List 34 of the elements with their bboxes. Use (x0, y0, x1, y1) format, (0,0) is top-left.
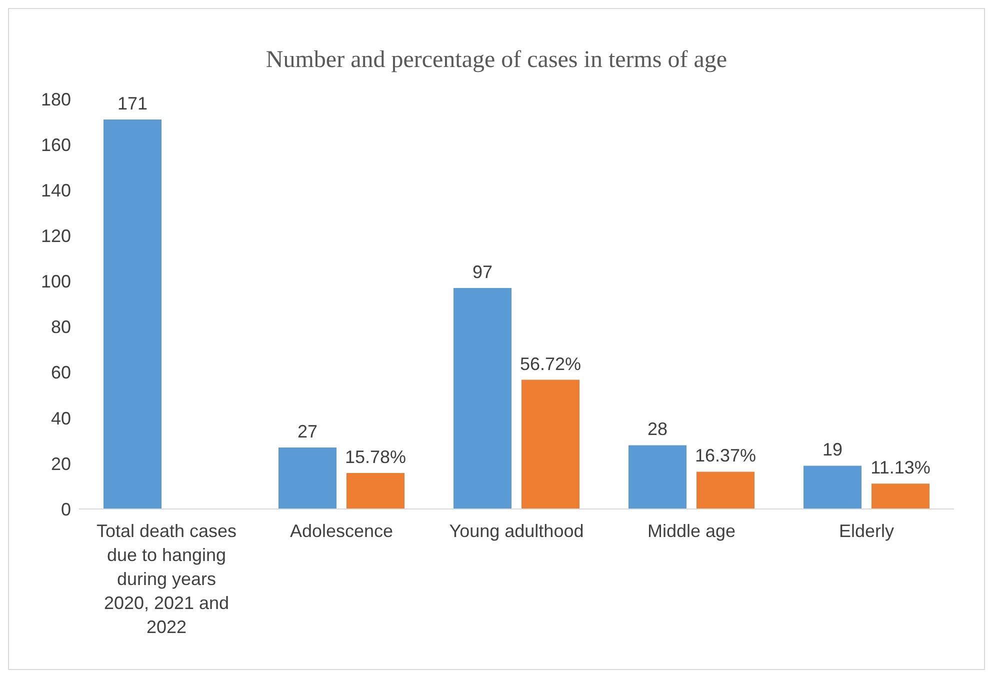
y-tick-label: 20 (50, 454, 71, 474)
bar (522, 380, 580, 509)
y-tick-label: 180 (40, 89, 71, 110)
bar (804, 466, 862, 509)
y-tick-label: 100 (40, 272, 71, 292)
x-tick-label: Elderly (838, 521, 894, 541)
chart-title: Number and percentage of cases in terms of age (264, 47, 728, 74)
y-tick-label: 40 (50, 408, 71, 428)
bar (104, 120, 162, 509)
data-label: 16.37% (694, 446, 756, 466)
y-tick-label: 140 (40, 180, 71, 200)
bar (628, 445, 686, 509)
y-tick-label: 120 (40, 226, 71, 246)
y-tick-label: 80 (50, 317, 71, 338)
y-tick-label: 160 (40, 134, 71, 155)
data-label: 27 (297, 422, 318, 442)
data-label: 56.72% (520, 354, 582, 374)
data-label: 15.78% (344, 447, 406, 468)
data-label: 11.13% (870, 458, 930, 478)
data-label: 171 (117, 94, 148, 114)
y-tick-label: 0 (60, 499, 71, 520)
x-tick-label: Middle age (647, 521, 736, 541)
bar (278, 448, 336, 509)
bar (346, 473, 404, 509)
data-label: 19 (822, 440, 843, 460)
x-tick-label: Young adulthood (449, 521, 584, 541)
bar (454, 288, 512, 509)
x-tick-label: Total death cases due to hanging during years 2020, 2021 and 2022 (96, 521, 237, 637)
bar (872, 484, 930, 509)
x-tick-label: Adolescence (290, 521, 394, 541)
data-label: 28 (647, 419, 668, 440)
y-tick-label: 60 (50, 362, 71, 383)
bar (696, 472, 754, 509)
data-label: 97 (472, 262, 493, 282)
